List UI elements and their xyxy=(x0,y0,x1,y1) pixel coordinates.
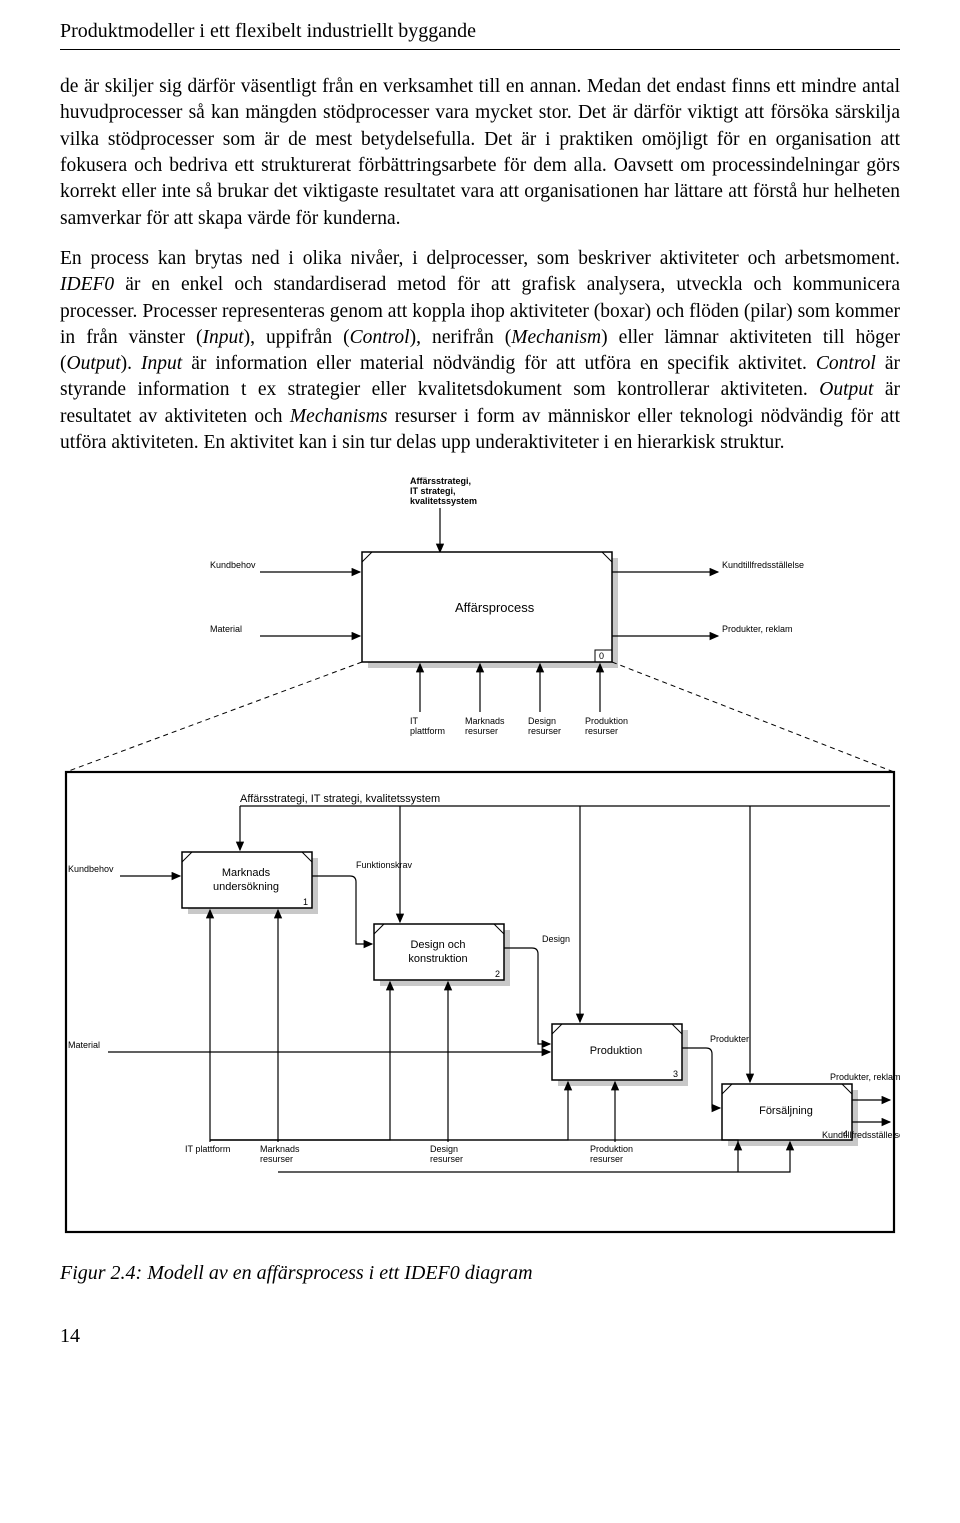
arrow-23-label: Design xyxy=(542,934,570,944)
paragraph-1: de är skiljer sig därför väsentligt från… xyxy=(60,74,900,232)
top-control-line1: Affärsstrategi, xyxy=(410,476,471,486)
top-input-kundbehov: Kundbehov xyxy=(210,560,256,570)
term-control: Control xyxy=(350,327,410,348)
top-control-line2: IT strategi, xyxy=(410,486,456,496)
p2-pre: En process kan brytas ned i olika nivåer… xyxy=(60,248,900,269)
box1-label-b: undersökning xyxy=(213,881,279,893)
header-rule xyxy=(60,49,900,50)
box2-label-a: Design och xyxy=(410,939,465,951)
box1-label-a: Marknads xyxy=(222,867,271,879)
p2-m6: är information eller material nödvändig … xyxy=(182,353,816,374)
top-mech-4a: Produktion xyxy=(585,716,628,726)
mech-design-a: Design xyxy=(430,1144,458,1154)
box1-number: 1 xyxy=(303,897,308,907)
top-mech-3b: resurser xyxy=(528,726,561,736)
running-header: Produktmodeller i ett flexibelt industri… xyxy=(60,20,900,43)
top-mech-3a: Design xyxy=(528,716,556,726)
top-node-number: 0 xyxy=(599,651,604,661)
term-output2: Output xyxy=(819,379,873,400)
p2-m2: ), uppifrån ( xyxy=(244,327,350,348)
mech-it-label: IT plattform xyxy=(185,1144,230,1154)
paragraph-2: En process kan brytas ned i olika nivåer… xyxy=(60,246,900,457)
bottom-output-2: Kundtillfredsställelse xyxy=(822,1130,900,1140)
term-idef0: IDEF0 xyxy=(60,274,114,295)
top-mech-2b: resurser xyxy=(465,726,498,736)
bottom-output-1: Produkter, reklam xyxy=(830,1072,900,1082)
box3-number: 3 xyxy=(673,1069,678,1079)
arrow-12-label: Funktionskrav xyxy=(356,860,413,870)
mech-marknad-a: Marknads xyxy=(260,1144,300,1154)
p2-m5: ). xyxy=(121,353,141,374)
top-output-1: Kundtillfredsställelse xyxy=(722,560,804,570)
term-control2: Control xyxy=(816,353,876,374)
page: Produktmodeller i ett flexibelt industri… xyxy=(0,0,960,1388)
top-box-label: Affärsprocess xyxy=(455,600,535,615)
top-mech-2a: Marknads xyxy=(465,716,505,726)
top-output-2: Produkter, reklam xyxy=(722,624,793,634)
top-mech-1a: IT xyxy=(410,716,419,726)
box2-label-b: konstruktion xyxy=(408,953,467,965)
page-number: 14 xyxy=(60,1325,900,1348)
box3-label: Produktion xyxy=(590,1045,643,1057)
top-mech-4b: resurser xyxy=(585,726,618,736)
p2-m3: ), nerifrån ( xyxy=(410,327,512,348)
term-input2: Input xyxy=(141,353,182,374)
mech-prod-b: resurser xyxy=(590,1154,623,1164)
figure-caption: Figur 2.4: Modell av en affärsprocess i … xyxy=(60,1262,900,1285)
mech-prod-a: Produktion xyxy=(590,1144,633,1154)
top-control-line3: kvalitetssystem xyxy=(410,496,477,506)
bottom-input-kundbehov: Kundbehov xyxy=(68,864,114,874)
idef0-diagram: Affärsstrategi, IT strategi, kvalitetssy… xyxy=(60,472,900,1252)
arrow-34-label: Produkter xyxy=(710,1034,749,1044)
top-mech-1b: plattform xyxy=(410,726,445,736)
term-mechanisms: Mechanisms xyxy=(290,406,387,427)
mech-design-b: resurser xyxy=(430,1154,463,1164)
bottom-control: Affärsstrategi, IT strategi, kvalitetssy… xyxy=(240,793,440,805)
term-input: Input xyxy=(202,327,243,348)
mech-marknad-b: resurser xyxy=(260,1154,293,1164)
term-output: Output xyxy=(67,353,121,374)
term-mechanism: Mechanism xyxy=(511,327,601,348)
box2-number: 2 xyxy=(495,969,500,979)
box4-label: Försäljning xyxy=(759,1105,813,1117)
bottom-input-material: Material xyxy=(68,1040,100,1050)
top-input-material: Material xyxy=(210,624,242,634)
